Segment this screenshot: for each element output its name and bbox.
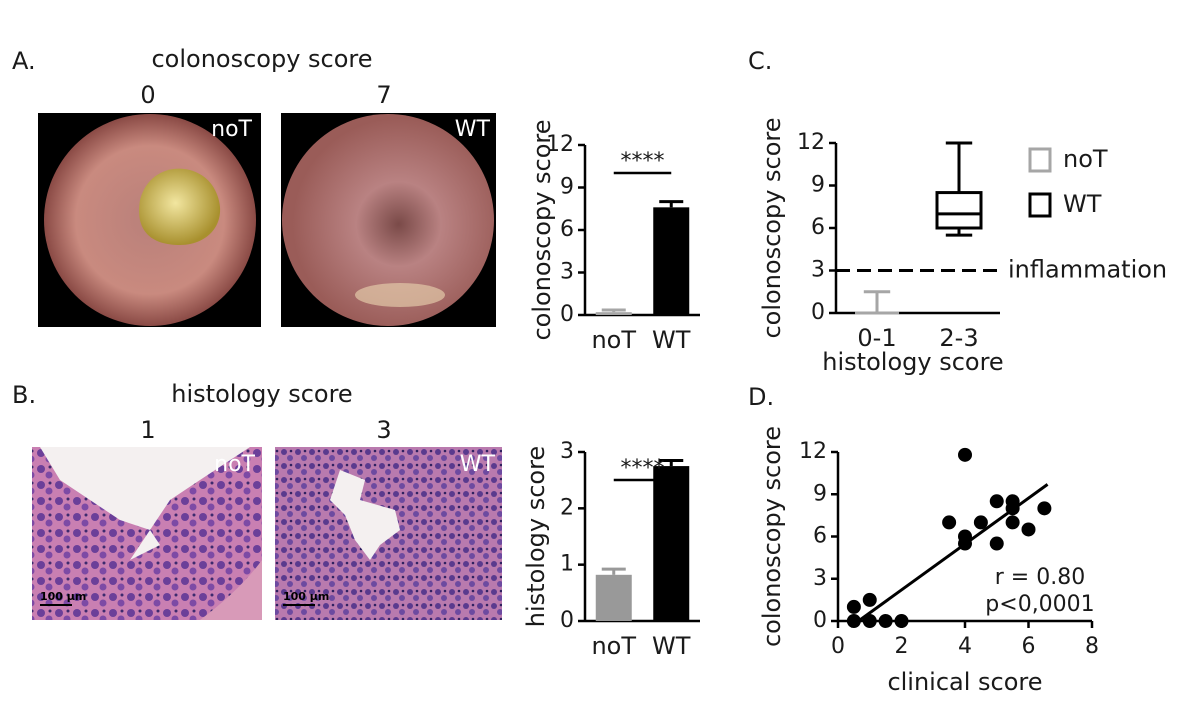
point — [878, 614, 893, 628]
image-tag: noT — [211, 117, 252, 142]
x-tick-label: noT — [591, 632, 636, 660]
image-score: 3 — [376, 416, 391, 444]
panel-label: D. — [748, 383, 774, 411]
x-tick-label: 0 — [831, 634, 845, 659]
y-tick-label: 6 — [813, 524, 827, 549]
significance-label: **** — [621, 149, 665, 174]
section-title: histology score — [171, 380, 352, 408]
bar — [595, 574, 632, 621]
x-tick-label: WT — [652, 326, 691, 354]
bar — [595, 312, 632, 315]
point — [989, 494, 1004, 509]
image-score: 0 — [140, 81, 155, 109]
reference-label: inflammation — [1008, 256, 1167, 284]
y-tick-label: 12 — [797, 130, 825, 155]
y-tick-label: 3 — [560, 260, 574, 285]
point — [958, 447, 972, 462]
legend-label: noT — [1063, 145, 1108, 173]
y-axis-label: histology score — [522, 446, 550, 627]
point — [1021, 522, 1036, 537]
point — [846, 614, 861, 628]
y-tick-label: 12 — [799, 439, 827, 464]
point — [1005, 515, 1020, 530]
legend-swatch — [1028, 147, 1052, 173]
point — [989, 536, 1004, 551]
point — [973, 515, 988, 530]
x-tick-label: 6 — [1022, 634, 1036, 659]
y-axis-label: colonoscopy score — [528, 119, 556, 340]
y-tick-label: 3 — [813, 566, 827, 591]
panel-label: C. — [748, 47, 772, 75]
y-axis-label: colonoscopy score — [758, 426, 786, 647]
annotation: r = 0.80 — [995, 565, 1085, 590]
x-tick-label: WT — [652, 632, 691, 660]
point — [862, 614, 877, 628]
y-tick-label: 9 — [560, 175, 574, 200]
histology-image — [32, 447, 262, 620]
y-axis-label: colonoscopy score — [758, 117, 786, 338]
x-axis-label: histology score — [822, 348, 1003, 376]
point — [862, 592, 877, 607]
section-title: colonoscopy score — [151, 45, 372, 73]
panel-label: A. — [12, 47, 36, 75]
bar — [653, 207, 690, 315]
y-tick-label: 6 — [811, 215, 825, 240]
y-tick-label: 0 — [813, 608, 827, 633]
y-tick-label: 9 — [813, 481, 827, 506]
point — [942, 515, 957, 530]
y-tick-label: 0 — [811, 300, 825, 325]
y-tick-label: 3 — [811, 258, 825, 283]
y-tick-label: 0 — [560, 608, 574, 633]
image-score: 1 — [140, 416, 155, 444]
x-tick-label: 2-3 — [939, 324, 978, 352]
fit-line — [849, 483, 1049, 628]
y-tick-label: 2 — [560, 495, 574, 520]
x-axis-label: clinical score — [887, 668, 1042, 696]
image-tag: WT — [455, 117, 491, 142]
scale-bar-label: 100 µm — [283, 590, 329, 603]
y-tick-label: 9 — [811, 173, 825, 198]
y-tick-label: 1 — [560, 552, 574, 577]
scale-bar-label: 100 µm — [40, 590, 86, 603]
x-tick-label: noT — [591, 326, 636, 354]
endoscopy-image — [38, 113, 261, 327]
image-score: 7 — [376, 81, 391, 109]
legend-label: WT — [1063, 190, 1102, 218]
histology-image — [275, 447, 502, 620]
significance-label: **** — [621, 456, 665, 481]
y-tick-label: 6 — [560, 217, 574, 242]
x-tick-label: 4 — [958, 634, 972, 659]
y-tick-label: 12 — [546, 132, 574, 157]
x-tick-label: 0-1 — [857, 324, 896, 352]
x-tick-label: 8 — [1085, 634, 1099, 659]
bar — [653, 466, 690, 621]
legend-swatch — [1028, 192, 1052, 218]
y-tick-label: 0 — [560, 302, 574, 327]
x-tick-label: 2 — [895, 634, 909, 659]
point — [894, 614, 909, 628]
endoscopy-image — [281, 113, 496, 327]
y-tick-label: 3 — [560, 439, 574, 464]
panel-label: B. — [12, 381, 36, 409]
box — [935, 191, 983, 230]
image-tag: WT — [460, 452, 496, 477]
point — [846, 599, 861, 614]
annotation: p<0,0001 — [985, 592, 1094, 617]
image-tag: noT — [214, 452, 255, 477]
point — [1037, 501, 1052, 516]
